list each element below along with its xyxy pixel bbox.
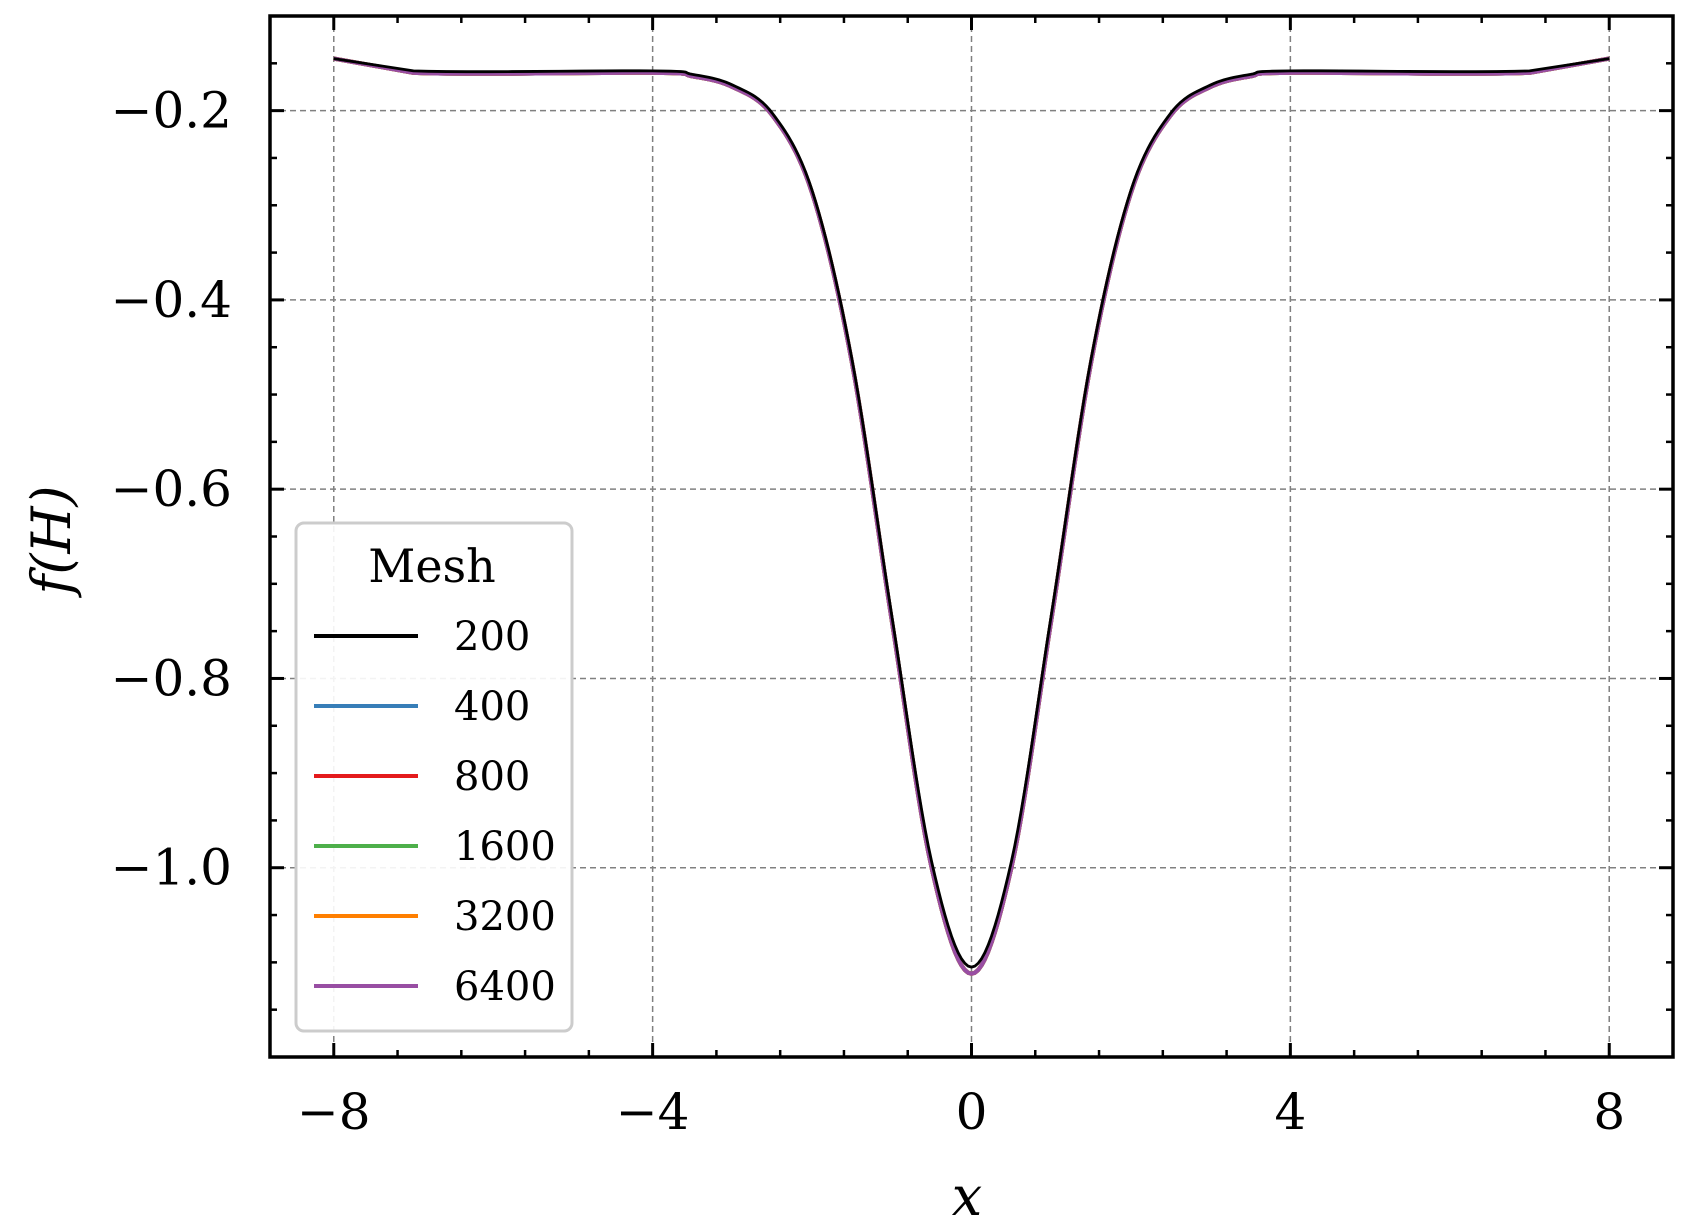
legend-label-3200: 3200	[454, 894, 556, 940]
y-tick-labels: −0.2 −0.4 −0.6 −0.8 −1.0	[111, 82, 232, 897]
legend-title: Mesh	[368, 539, 496, 593]
series-line-6400	[333, 56, 1610, 976]
x-tick-labels: −8 −4 0 4 8	[297, 1083, 1625, 1141]
y-tick-label: −0.2	[111, 82, 232, 140]
x-tick-label: −8	[297, 1083, 371, 1141]
legend: Mesh 200 400 800 1600 3200 6400	[294, 521, 574, 1033]
legend-label-200: 200	[454, 614, 530, 660]
legend-label-1600: 1600	[454, 824, 556, 870]
legend-entries: 200 400 800 1600 3200 6400	[314, 614, 556, 1010]
y-tick-label: −0.8	[111, 649, 232, 707]
series-line-200	[333, 57, 1610, 969]
y-axis-label: f(H)	[20, 485, 83, 598]
x-tick-label: 8	[1593, 1083, 1625, 1141]
x-tick-label: −4	[616, 1083, 690, 1141]
ticks	[270, 16, 1673, 1057]
y-tick-label: −0.6	[111, 460, 232, 518]
x-tick-label: 4	[1274, 1083, 1306, 1141]
x-axis-label: x	[952, 1165, 982, 1228]
series-lines	[333, 56, 1610, 976]
y-tick-label: −1.0	[111, 839, 232, 897]
legend-label-6400: 6400	[454, 964, 556, 1010]
legend-box	[294, 521, 574, 1033]
y-tick-label: −0.4	[111, 271, 232, 329]
legend-label-800: 800	[454, 754, 530, 800]
x-tick-label: 0	[956, 1083, 988, 1141]
legend-label-400: 400	[454, 684, 530, 730]
